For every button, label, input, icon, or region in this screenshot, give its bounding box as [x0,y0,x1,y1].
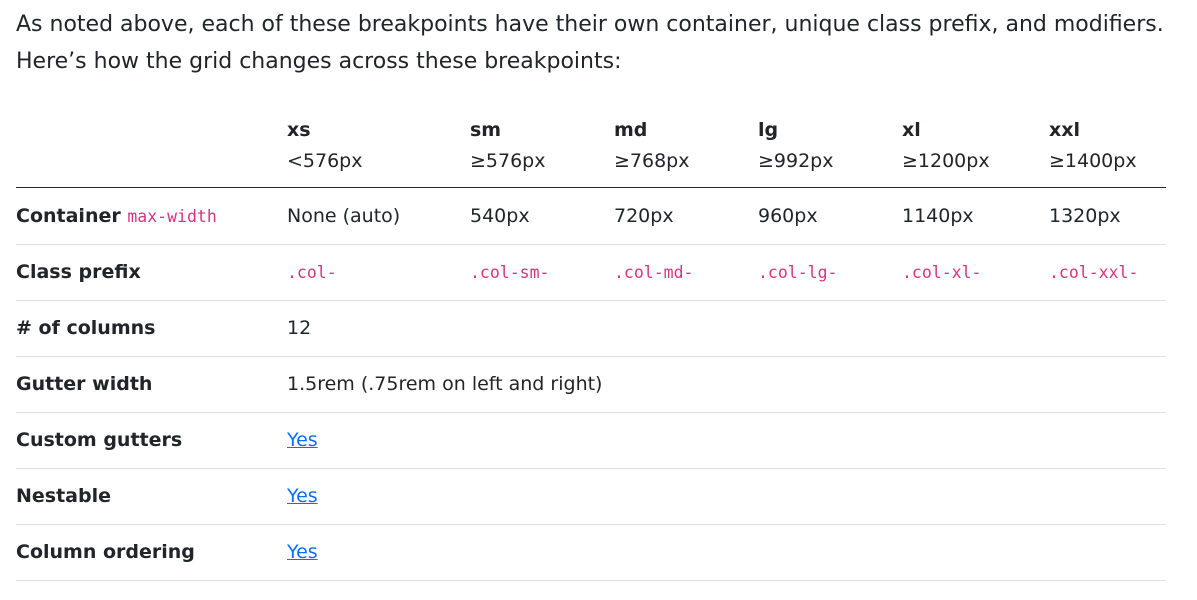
intro-line-2: Here’s how the grid changes across these… [16,49,622,74]
breakpoint-size: ≥1400px [1049,149,1137,172]
row-label-nestable: Nestable [16,485,111,507]
class-prefix-lg-cell: .col-lg- [758,244,902,300]
header-xxl: xxl ≥1400px [1049,104,1166,187]
header-empty-cell [16,104,287,187]
breakpoint-size: ≥1200px [902,149,990,172]
class-prefix-xs-cell: .col- [287,244,470,300]
breakpoint-size: ≥768px [614,149,690,172]
row-label-class-prefix: Class prefix [16,261,141,283]
table-header: xs <576px sm ≥576px md ≥768px lg ≥992px … [16,104,1166,187]
header-xs: xs <576px [287,104,470,187]
nestable-link[interactable]: Yes [287,485,318,507]
gutter-width-value: 1.5rem (.75rem on left and right) [287,373,603,395]
row-label-custom-gutters: Custom gutters [16,429,183,451]
row-label-column-ordering: Column ordering [16,541,195,563]
max-width-code: max-width [127,206,217,226]
breakpoint-name: sm [470,118,502,141]
container-xs: None (auto) [287,204,401,227]
class-prefix-md-cell: .col-md- [614,244,758,300]
breakpoint-name: lg [758,118,779,141]
column-ordering-link[interactable]: Yes [287,541,318,563]
row-nestable: Nestable Yes [16,468,1166,524]
container-lg: 960px [758,204,818,227]
class-prefix-md: .col-md- [614,263,694,282]
row-label-columns: # of columns [16,317,156,339]
header-md: md ≥768px [614,104,758,187]
class-prefix-sm: .col-sm- [470,263,550,282]
class-prefix-xs: .col- [287,263,337,282]
container-xxl: 1320px [1049,204,1121,227]
class-prefix-sm-cell: .col-sm- [470,244,614,300]
row-label-gutter-width: Gutter width [16,373,153,395]
breakpoint-size: ≥992px [758,149,834,172]
header-row: xs <576px sm ≥576px md ≥768px lg ≥992px … [16,104,1166,187]
row-custom-gutters: Custom gutters Yes [16,412,1166,468]
breakpoint-name: md [614,118,648,141]
row-column-ordering: Column ordering Yes [16,524,1166,580]
row-container: Container max-width None (auto) 540px 72… [16,187,1166,244]
row-gutter-width: Gutter width 1.5rem (.75rem on left and … [16,356,1166,412]
row-label-container: Container max-width [16,187,287,244]
header-sm: sm ≥576px [470,104,614,187]
nestable-cell: Yes [287,468,1166,524]
column-ordering-cell: Yes [287,524,1166,580]
intro-line-1: As noted above, each of these breakpoint… [16,12,1164,37]
custom-gutters-link[interactable]: Yes [287,429,318,451]
class-prefix-xl: .col-xl- [902,263,982,282]
header-lg: lg ≥992px [758,104,902,187]
class-prefix-xxl-cell: .col-xxl- [1049,244,1166,300]
class-prefix-xxl: .col-xxl- [1049,263,1139,282]
class-prefix-lg: .col-lg- [758,263,838,282]
row-class-prefix: Class prefix .col- .col-sm- .col-md- .co… [16,244,1166,300]
container-xl: 1140px [902,204,974,227]
breakpoint-name: xs [287,118,311,141]
class-prefix-xl-cell: .col-xl- [902,244,1049,300]
table-body: Container max-width None (auto) 540px 72… [16,187,1166,580]
breakpoint-size: ≥576px [470,149,546,172]
container-md: 720px [614,204,674,227]
container-sm: 540px [470,204,530,227]
header-xl: xl ≥1200px [902,104,1049,187]
row-columns: # of columns 12 [16,300,1166,356]
breakpoint-name: xxl [1049,118,1081,141]
intro-paragraph: As noted above, each of these breakpoint… [16,6,1181,80]
grid-options-table: xs <576px sm ≥576px md ≥768px lg ≥992px … [16,104,1166,581]
columns-value: 12 [287,317,312,339]
breakpoint-name: xl [902,118,921,141]
row-label-text: Container [16,204,121,227]
custom-gutters-cell: Yes [287,412,1166,468]
breakpoint-size: <576px [287,149,363,172]
